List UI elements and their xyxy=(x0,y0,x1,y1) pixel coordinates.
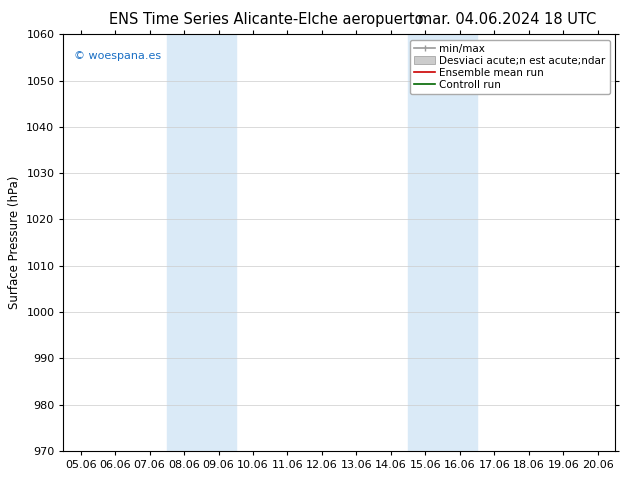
Text: ENS Time Series Alicante-Elche aeropuerto: ENS Time Series Alicante-Elche aeropuert… xyxy=(109,12,424,27)
Text: © woespana.es: © woespana.es xyxy=(74,51,162,61)
Text: mar. 04.06.2024 18 UTC: mar. 04.06.2024 18 UTC xyxy=(418,12,597,27)
Y-axis label: Surface Pressure (hPa): Surface Pressure (hPa) xyxy=(8,176,21,309)
Bar xyxy=(408,34,477,451)
Legend: min/max, Desviaci acute;n est acute;ndar, Ensemble mean run, Controll run: min/max, Desviaci acute;n est acute;ndar… xyxy=(410,40,610,94)
Bar xyxy=(167,34,236,451)
